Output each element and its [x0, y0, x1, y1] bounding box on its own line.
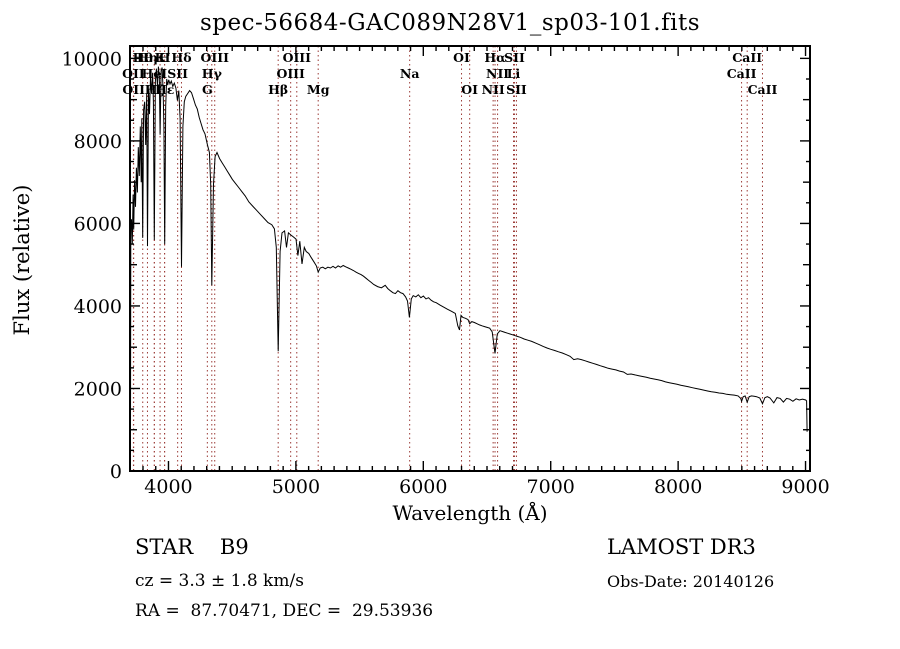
svg-text:H: H: [159, 50, 171, 65]
svg-text:CaII: CaII: [732, 50, 762, 65]
object-class-text: STAR B9: [135, 535, 249, 559]
svg-text:G: G: [202, 82, 213, 97]
svg-text:4000: 4000: [144, 476, 192, 498]
svg-text:OI: OI: [453, 50, 470, 65]
svg-text:SII: SII: [504, 50, 525, 65]
svg-text:Li: Li: [507, 66, 521, 81]
svg-text:OII: OII: [122, 82, 145, 97]
svg-text:Hβ: Hβ: [268, 82, 288, 97]
svg-text:8000: 8000: [74, 131, 122, 153]
svg-text:4000: 4000: [74, 296, 122, 318]
svg-text:Hη: Hη: [137, 50, 158, 65]
svg-text:CaII: CaII: [727, 66, 757, 81]
svg-text:OIII: OIII: [283, 50, 312, 65]
svg-text:0: 0: [110, 461, 122, 483]
svg-text:OI: OI: [461, 82, 478, 97]
svg-text:7000: 7000: [527, 476, 575, 498]
svg-text:5000: 5000: [272, 476, 320, 498]
svg-text:Hα: Hα: [484, 50, 506, 65]
svg-text:CaII: CaII: [748, 82, 778, 97]
svg-text:K: K: [155, 50, 167, 65]
svg-text:NII: NII: [482, 82, 505, 97]
svg-text:SII: SII: [167, 66, 188, 81]
svg-text:2000: 2000: [74, 378, 122, 400]
svg-text:Hδ: Hδ: [171, 50, 191, 65]
svg-text:Na: Na: [400, 66, 420, 81]
svg-text:Hγ: Hγ: [202, 66, 223, 81]
y-axis-label: Flux (relative): [10, 184, 34, 336]
plot-title: spec-56684-GAC089N28V1_sp03-101.fits: [199, 10, 701, 36]
svg-text:Hθ: Hθ: [133, 50, 153, 65]
svg-text:Mg: Mg: [307, 82, 330, 97]
svg-text:NII: NII: [486, 66, 509, 81]
cz-velocity-text: cz = 3.3 ± 1.8 km/s: [135, 571, 304, 591]
x-axis-label: Wavelength (Å): [392, 501, 548, 525]
svg-text:SII: SII: [506, 82, 527, 97]
svg-text:OIII: OIII: [201, 50, 230, 65]
svg-text:OII: OII: [122, 66, 145, 81]
ra-dec-text: RA = 87.70471, DEC = 29.53936: [135, 601, 434, 621]
svg-text:6000: 6000: [74, 213, 122, 235]
svg-text:OIII: OIII: [276, 66, 305, 81]
svg-text:10000: 10000: [62, 48, 122, 70]
obs-date-text: Obs-Date: 20140126: [607, 572, 775, 591]
svg-text:HeI: HeI: [142, 66, 168, 81]
svg-text:6000: 6000: [399, 476, 447, 498]
survey-release-text: LAMOST DR3: [607, 535, 756, 559]
svg-text:8000: 8000: [654, 476, 702, 498]
svg-text:9000: 9000: [781, 476, 829, 498]
